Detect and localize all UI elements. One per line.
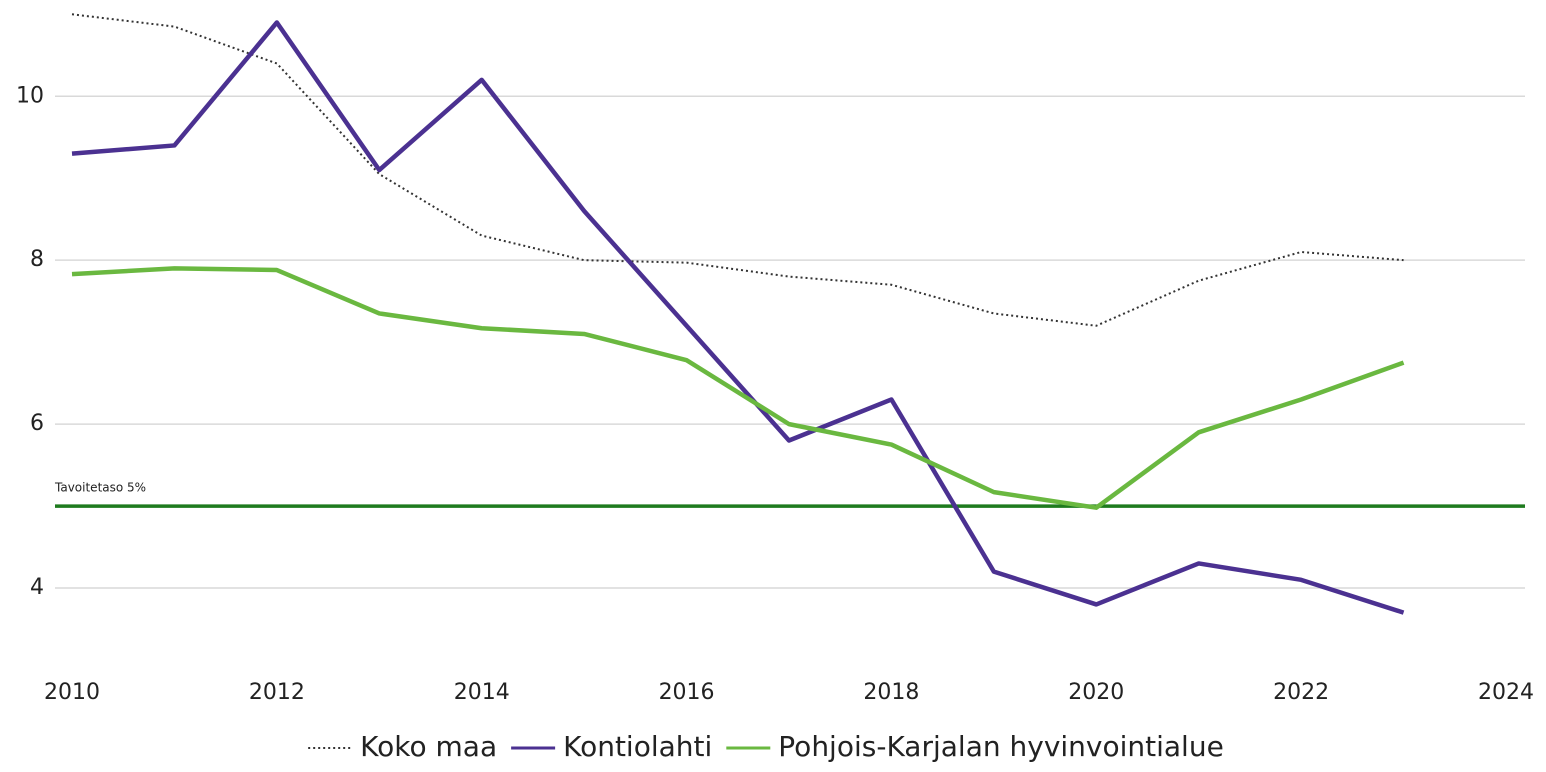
y-tick-label: 10 (16, 83, 44, 108)
y-tick-label: 4 (30, 575, 44, 600)
legend-label: Pohjois-Karjalan hyvinvointialue (778, 730, 1224, 763)
x-tick-label: 2012 (249, 680, 305, 705)
target-label: Tavoitetaso 5% (54, 481, 146, 495)
x-tick-label: 2018 (863, 680, 919, 705)
legend-label: Kontiolahti (563, 730, 712, 763)
series-line (71, 266, 1405, 510)
x-tick-label: 2020 (1068, 680, 1124, 705)
x-tick-label: 2022 (1273, 680, 1329, 705)
x-tick-label: 2016 (659, 680, 715, 705)
y-tick-label: 6 (30, 411, 44, 436)
series-line (71, 20, 1405, 615)
x-tick-label: 2010 (44, 680, 100, 705)
y-tick-label: 8 (30, 247, 44, 272)
legend-label: Koko maa (360, 730, 497, 763)
x-tick-label: 2024 (1478, 680, 1534, 705)
series-line (71, 13, 1404, 327)
x-tick-label: 2014 (454, 680, 510, 705)
